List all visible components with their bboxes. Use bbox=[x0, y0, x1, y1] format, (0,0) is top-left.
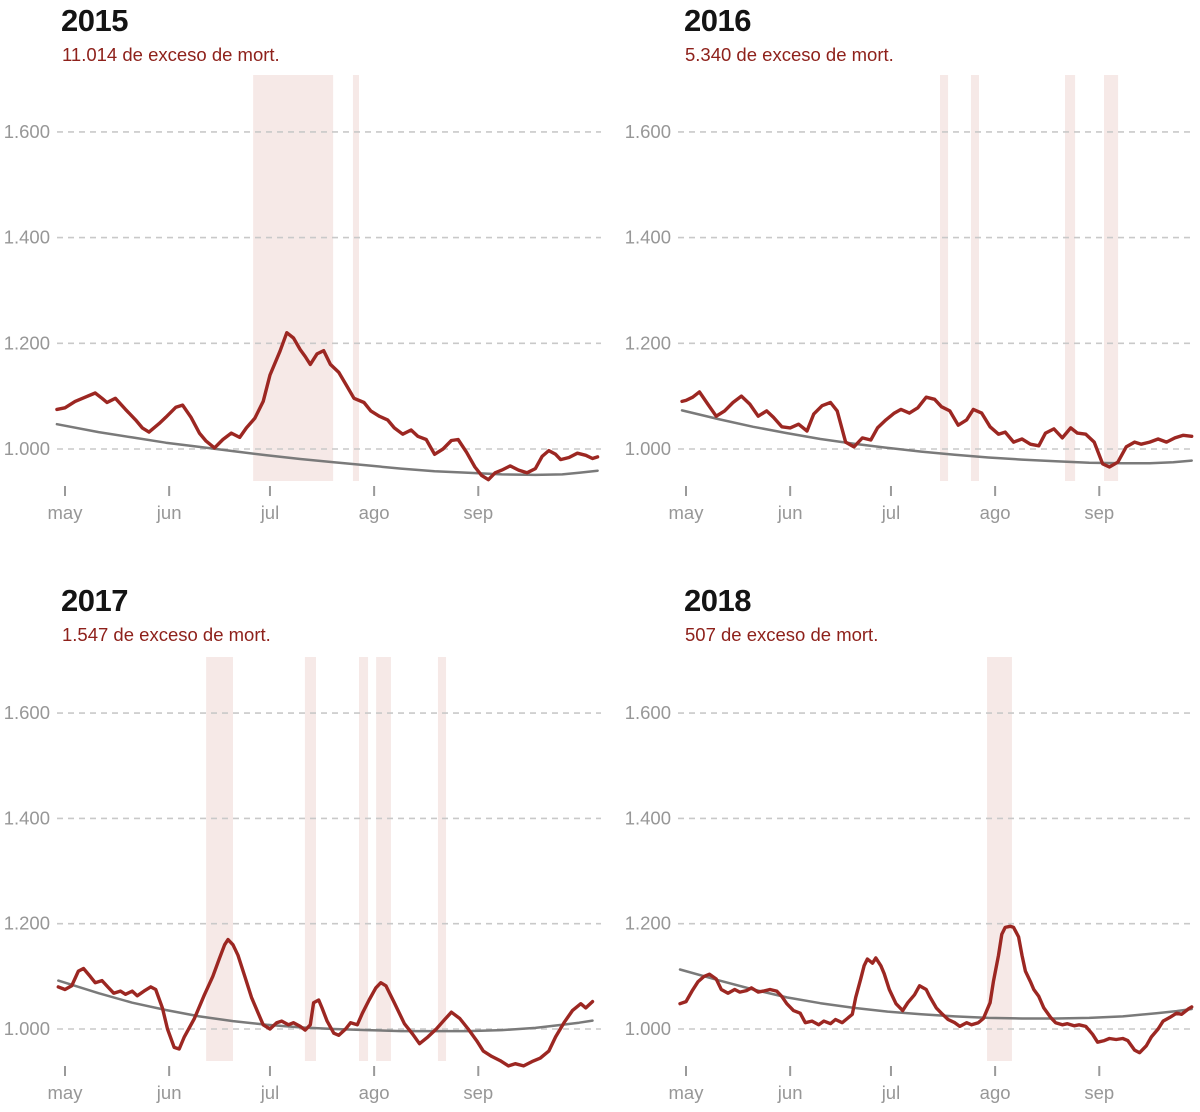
y-axis-label: 1.000 bbox=[4, 438, 50, 459]
x-axis-label: jul bbox=[881, 502, 901, 523]
chart-2015: 1.000 1.200 1.400 1.600 may jun jul ago sep bbox=[4, 75, 601, 523]
chart-subtitle-2018: 507 de exceso de mort. bbox=[685, 624, 879, 645]
y-axis-label: 1.400 bbox=[4, 807, 50, 828]
x-axis-label: jun bbox=[777, 1082, 803, 1103]
x-axis-label: sep bbox=[1084, 502, 1114, 523]
expected-mortality-line bbox=[680, 409, 1193, 465]
y-axis-label: 1.600 bbox=[4, 121, 50, 142]
expected-mortality-line bbox=[678, 968, 1193, 1020]
x-axis-label: may bbox=[48, 502, 84, 523]
x-axis-label: jun bbox=[156, 502, 182, 523]
chart-title-2017: 2017 bbox=[61, 583, 128, 618]
observed-deaths-line bbox=[680, 390, 1194, 469]
x-axis-label: jul bbox=[881, 1082, 901, 1103]
chart-subtitle-2015: 11.014 de exceso de mort. bbox=[62, 44, 280, 65]
y-axis-label: 1.000 bbox=[625, 1018, 671, 1039]
heat-wave-band bbox=[253, 75, 334, 481]
expected-mortality-line bbox=[55, 422, 599, 477]
x-axis-label: ago bbox=[359, 502, 390, 523]
y-axis-label: 1.400 bbox=[625, 227, 671, 248]
chart-title-2016: 2016 bbox=[684, 3, 751, 38]
x-axis-label: jun bbox=[777, 502, 803, 523]
y-axis-label: 1.200 bbox=[625, 913, 671, 934]
y-axis-label: 1.400 bbox=[4, 227, 50, 248]
y-axis-label: 1.600 bbox=[625, 121, 671, 142]
heat-wave-band bbox=[940, 75, 949, 481]
heat-wave-band bbox=[970, 75, 979, 481]
chart-subtitle-2017: 1.547 de exceso de mort. bbox=[62, 624, 271, 645]
heat-wave-band bbox=[437, 657, 447, 1061]
x-axis-label: ago bbox=[980, 502, 1011, 523]
heat-wave-band bbox=[1065, 75, 1076, 481]
chart-2016: 1.000 1.200 1.400 1.600 may jun jul ago sep bbox=[625, 75, 1194, 523]
y-axis-label: 1.200 bbox=[4, 913, 50, 934]
x-axis-label: sep bbox=[1084, 1082, 1114, 1103]
x-axis-label: jul bbox=[260, 1082, 280, 1103]
x-axis-label: may bbox=[48, 1082, 84, 1103]
heat-wave-band bbox=[359, 657, 369, 1061]
heat-wave-band bbox=[352, 75, 359, 481]
chart-2017: 1.000 1.200 1.400 1.600 may jun jul ago sep bbox=[4, 657, 601, 1103]
expected-mortality-line bbox=[57, 979, 594, 1033]
chart-title-2018: 2018 bbox=[684, 583, 751, 618]
chart-subtitle-2016: 5.340 de exceso de mort. bbox=[685, 44, 894, 65]
x-axis-label: sep bbox=[463, 1082, 493, 1103]
x-axis-label: jul bbox=[260, 502, 280, 523]
chart-title-2015: 2015 bbox=[61, 3, 128, 38]
y-axis-label: 1.200 bbox=[4, 332, 50, 353]
x-axis-label: ago bbox=[359, 1082, 390, 1103]
x-axis-label: jun bbox=[156, 1082, 182, 1103]
heat-wave-band bbox=[206, 657, 233, 1061]
x-axis-label: may bbox=[669, 1082, 705, 1103]
y-axis-label: 1.000 bbox=[4, 1018, 50, 1039]
x-axis-label: may bbox=[669, 502, 705, 523]
y-axis-label: 1.000 bbox=[625, 438, 671, 459]
y-axis-label: 1.600 bbox=[625, 702, 671, 723]
observed-deaths-line bbox=[678, 924, 1194, 1055]
chart-2018: 1.000 1.200 1.400 1.600 may jun jul ago sep bbox=[625, 657, 1194, 1103]
y-axis-label: 1.400 bbox=[625, 807, 671, 828]
observed-deaths-line bbox=[56, 937, 595, 1068]
y-axis-label: 1.200 bbox=[625, 332, 671, 353]
observed-deaths-line bbox=[55, 331, 600, 482]
heat-wave-band bbox=[376, 657, 391, 1061]
x-axis-label: sep bbox=[463, 502, 493, 523]
y-axis-label: 1.600 bbox=[4, 702, 50, 723]
heat-wave-band bbox=[1103, 75, 1119, 481]
heat-wave-band bbox=[304, 657, 316, 1061]
x-axis-label: ago bbox=[980, 1082, 1011, 1103]
